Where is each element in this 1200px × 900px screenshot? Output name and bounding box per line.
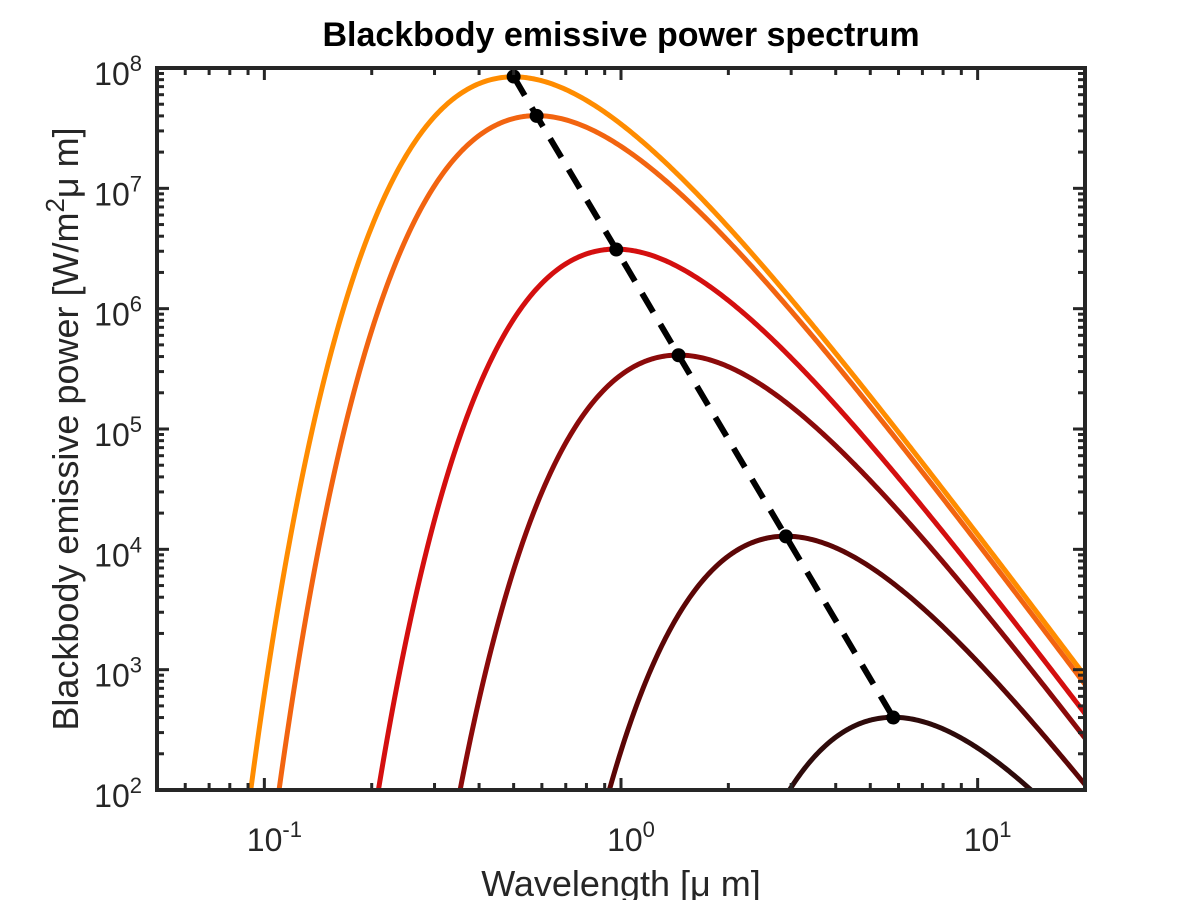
- y-axis-label-prefix: Blackbody emissive power [W/m: [45, 213, 86, 731]
- series-line-6: [786, 714, 1035, 790]
- y-tick-label-1: 102: [94, 773, 142, 814]
- x-axis-label: Wavelength [μ m]: [481, 863, 761, 900]
- series-line-4: [457, 352, 1085, 790]
- y-tick-label-6: 107: [94, 171, 142, 212]
- peak-marker-5: [778, 529, 793, 544]
- y-tick-label-7: 108: [94, 51, 142, 92]
- y-axis-label-suffix: μ m]: [45, 127, 86, 198]
- peak-marker-2: [529, 108, 544, 123]
- chart-title: Blackbody emissive power spectrum: [322, 16, 919, 54]
- wien-line-group: [511, 74, 896, 720]
- x-tick-label-1: 10-1: [247, 817, 302, 858]
- y-tick-label-3: 104: [94, 532, 142, 573]
- series-line-2: [276, 113, 1085, 790]
- y-tick-label-2: 103: [94, 653, 142, 694]
- y-tick-label-5: 106: [94, 292, 142, 333]
- wien-line: [511, 74, 896, 720]
- y-axis-label-sup: 2: [40, 198, 70, 212]
- series-line-1: [248, 74, 1085, 790]
- plot-frame: [155, 66, 1087, 792]
- peak-marker-6: [886, 710, 901, 725]
- peak-markers-group: [506, 69, 901, 725]
- peak-marker-4: [671, 348, 686, 363]
- peak-marker-1: [506, 69, 521, 84]
- y-tick-label-4: 105: [94, 412, 142, 453]
- peak-marker-3: [609, 242, 624, 257]
- y-axis-label: Blackbody emissive power [W/m2μ m]: [40, 127, 86, 730]
- x-tick-label-2: 100: [607, 817, 655, 858]
- series-line-5: [606, 533, 1085, 790]
- x-tick-label-3: 101: [964, 817, 1012, 858]
